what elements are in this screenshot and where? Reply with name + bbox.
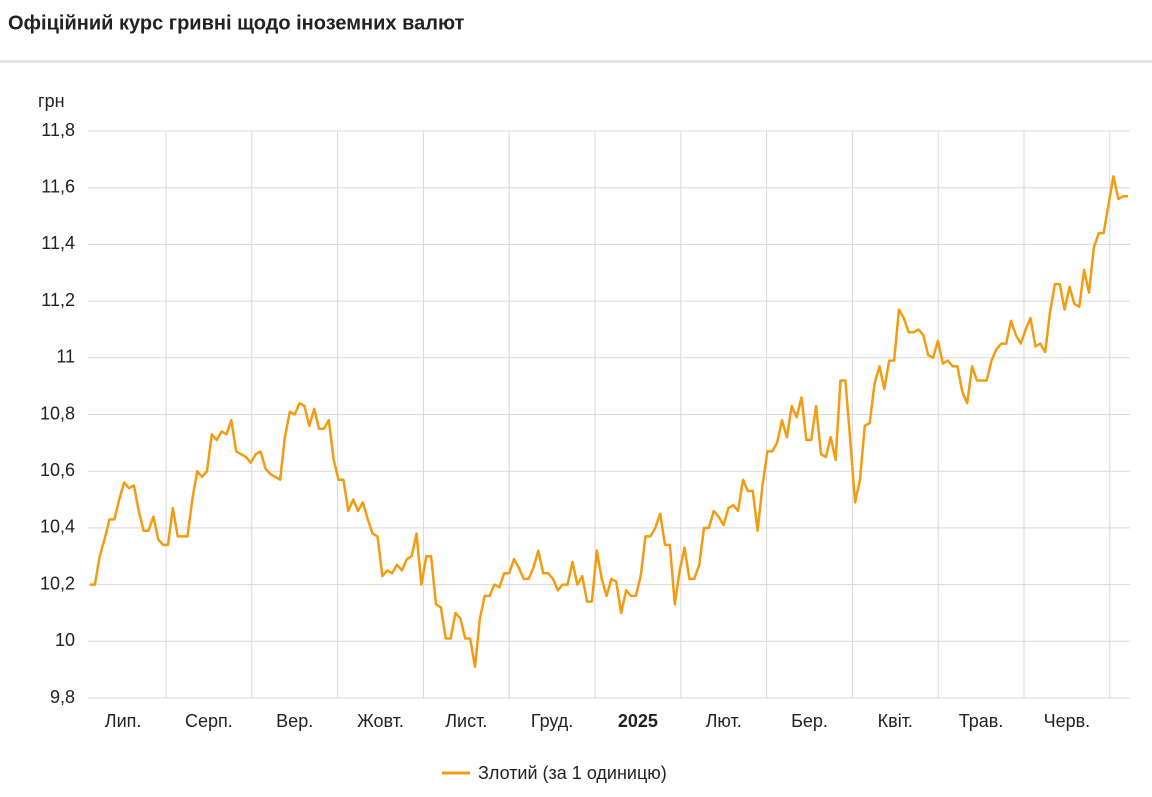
x-tick-label: Лист.: [445, 711, 487, 731]
x-tick-label: Квіт.: [878, 711, 913, 731]
y-tick-label: 10,8: [40, 403, 75, 423]
y-tick-label: 10,2: [40, 573, 75, 593]
x-tick-label: Груд.: [531, 711, 573, 731]
y-tick-label: 11: [56, 347, 75, 367]
x-tick-label: Черв.: [1044, 711, 1091, 731]
y-tick-label: 10: [55, 630, 75, 650]
x-tick-label: Бер.: [791, 711, 828, 731]
x-tick-label: 2025: [618, 711, 658, 731]
x-tick-label: Лют.: [706, 711, 742, 731]
y-tick-label: 10,4: [40, 517, 75, 537]
y-tick-label: 11,2: [41, 290, 75, 310]
series-line: [90, 175, 1128, 669]
x-tick-label: Жовт.: [357, 711, 404, 731]
x-tick-label: Вер.: [276, 711, 313, 731]
x-tick-label: Серп.: [185, 711, 233, 731]
y-axis-label: грн: [38, 91, 65, 111]
y-tick-label: 11,4: [41, 233, 75, 253]
y-tick-label: 10,6: [40, 460, 75, 480]
y-tick-label: 11,8: [41, 120, 75, 140]
y-tick-label: 9,8: [50, 687, 75, 707]
x-tick-label: Лип.: [105, 711, 142, 731]
header-divider: [0, 60, 1152, 63]
y-tick-label: 11,6: [41, 176, 75, 196]
x-tick-label: Трав.: [959, 711, 1004, 731]
chart-title: Офіційний курс гривні щодо іноземних вал…: [8, 12, 465, 34]
legend-label: Злотий (за 1 одиницю): [478, 763, 667, 783]
